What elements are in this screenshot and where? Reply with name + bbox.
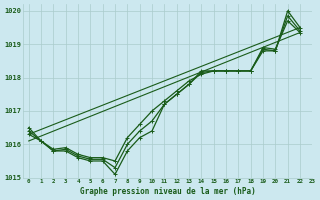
X-axis label: Graphe pression niveau de la mer (hPa): Graphe pression niveau de la mer (hPa) bbox=[80, 187, 255, 196]
